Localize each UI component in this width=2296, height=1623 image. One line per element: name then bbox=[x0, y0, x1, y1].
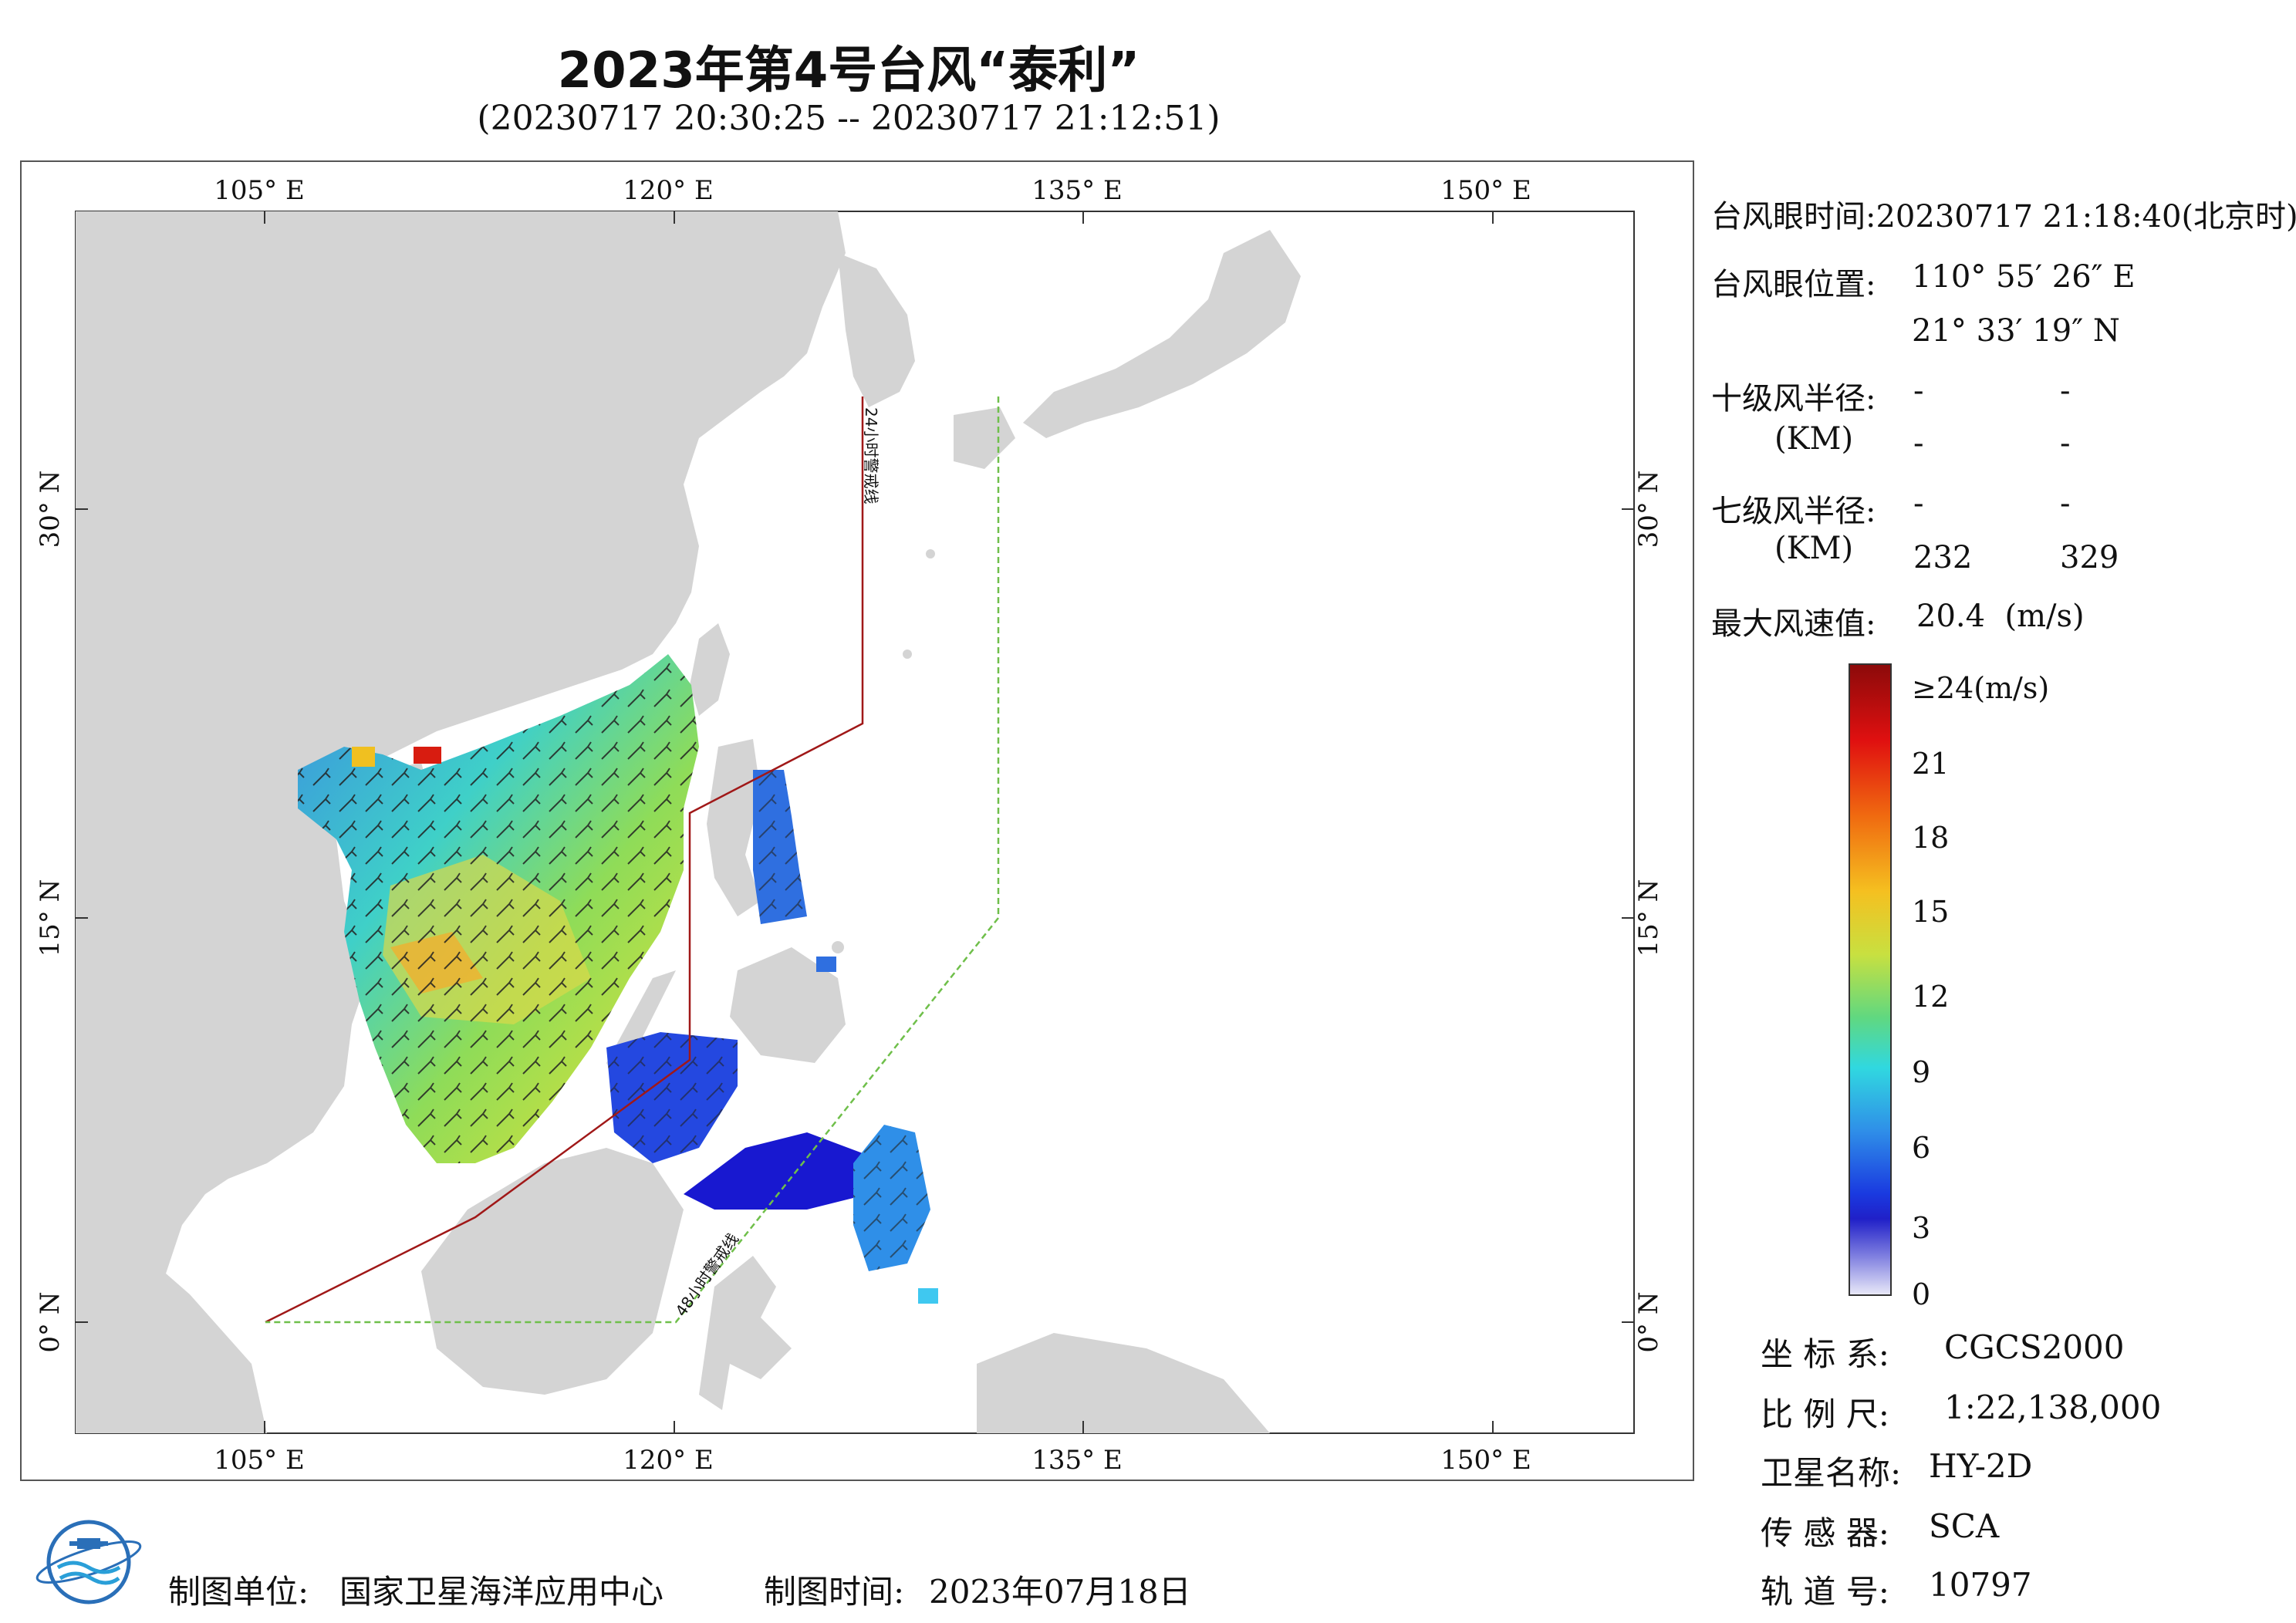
warning-line-24h bbox=[265, 396, 864, 1324]
colorbar-label: 3 bbox=[1912, 1211, 1931, 1245]
satellite-label: 卫星名称: bbox=[1761, 1454, 1902, 1492]
eye-position-label: 台风眼位置: bbox=[1711, 267, 1876, 302]
land-japan-kyushu bbox=[954, 407, 1015, 469]
max-wind-label: 最大风速值: bbox=[1711, 606, 1876, 642]
land-mainland bbox=[76, 211, 846, 1364]
land-sulawesi bbox=[699, 1256, 792, 1410]
lon-label-top: 135° E bbox=[1032, 175, 1123, 206]
colorbar bbox=[1849, 663, 1892, 1296]
scale-value: 1:22,138,000 bbox=[1944, 1388, 2162, 1426]
r10-value: - bbox=[1913, 426, 1924, 461]
lon-label-bottom: 120° E bbox=[623, 1445, 714, 1476]
lon-label-top: 120° E bbox=[623, 175, 714, 206]
eye-time: 台风眼时间:20230717 21:18:40(北京时) bbox=[1711, 191, 2296, 236]
sensor-label: 传 感 器: bbox=[1761, 1514, 1889, 1552]
r7-label: 七级风半径: bbox=[1711, 494, 1876, 529]
orbit-value: 10797 bbox=[1929, 1566, 2032, 1604]
satellite-value: HY-2D bbox=[1929, 1447, 2033, 1485]
max-wind: 最大风速值: bbox=[1711, 599, 1876, 643]
lon-label-top: 150° E bbox=[1440, 175, 1531, 206]
max-wind-value: 20.4 (m/s) bbox=[1916, 599, 2085, 634]
r7-value: - bbox=[1913, 486, 1924, 521]
eye-time-label: 台风眼时间: bbox=[1711, 199, 1876, 235]
make-time-value: 2023年07月18日 bbox=[929, 1573, 1191, 1611]
eye-longitude: 110° 55′ 26″ E bbox=[1912, 259, 2136, 295]
lon-label-top: 105° E bbox=[214, 175, 305, 206]
colorbar-label: 12 bbox=[1912, 980, 1950, 1014]
land-taiwan bbox=[690, 623, 730, 716]
colorbar-label: ≥24(m/s) bbox=[1912, 671, 2050, 705]
land-japan-honshu bbox=[1023, 230, 1301, 438]
wind-field-map: 24小时警戒线 48小时警戒线 105° E 120° E 135° E 150… bbox=[35, 175, 1664, 1476]
lat-label-left: 15° N bbox=[35, 879, 66, 957]
r10-value: - bbox=[2060, 426, 2071, 461]
lon-label-bottom: 135° E bbox=[1032, 1445, 1123, 1476]
max-wind-number: 20.4 bbox=[1916, 599, 1986, 634]
r7-value: 232 bbox=[1913, 540, 1973, 575]
lon-label-bottom: 150° E bbox=[1440, 1445, 1531, 1476]
eye-latitude: 21° 33′ 19″ N bbox=[1912, 313, 2120, 349]
map-time-range: (20230717 20:30:25 -- 20230717 21:12:51) bbox=[477, 99, 1221, 138]
land-sumatra bbox=[76, 1210, 267, 1433]
lat-label-left: 30° N bbox=[35, 471, 66, 548]
wind-field bbox=[298, 654, 938, 1304]
nsoas-logo-icon bbox=[35, 1520, 142, 1604]
maker-value: 国家卫星海洋应用中心 bbox=[339, 1573, 664, 1611]
wind-swath-south-2 bbox=[684, 1132, 869, 1210]
lon-label-bottom: 105° E bbox=[214, 1445, 305, 1476]
colorbar-label: 6 bbox=[1912, 1131, 1931, 1165]
land-korea bbox=[838, 253, 915, 407]
colorbar-label: 15 bbox=[1912, 895, 1950, 929]
map-frame bbox=[20, 160, 1694, 1481]
r7-value: 329 bbox=[2060, 540, 2119, 575]
r7-unit: (KM) bbox=[1774, 531, 1854, 566]
coord-system-value: CGCS2000 bbox=[1944, 1328, 2125, 1366]
lat-label-right: 30° N bbox=[1633, 471, 1664, 548]
colorbar-label: 9 bbox=[1912, 1055, 1931, 1089]
colorbar-label: 0 bbox=[1912, 1277, 1931, 1311]
lat-label-right: 15° N bbox=[1633, 879, 1664, 957]
r10-label: 十级风半径: bbox=[1711, 381, 1876, 417]
r10-unit: (KM) bbox=[1774, 421, 1854, 457]
wind-barbs-main bbox=[298, 654, 699, 1163]
lat-label-left: 0° N bbox=[35, 1291, 66, 1352]
r10-value: - bbox=[1913, 373, 1924, 409]
eye-time-value: 20230717 21:18:40(北京时) bbox=[1876, 199, 2296, 235]
warning-line-48h bbox=[265, 396, 1000, 1324]
make-time-label: 制图时间: bbox=[764, 1573, 905, 1611]
maker-label: 制图单位: bbox=[168, 1573, 309, 1611]
orbit-label: 轨 道 号: bbox=[1761, 1573, 1889, 1611]
lat-label-right: 0° N bbox=[1633, 1291, 1664, 1352]
land-mindanao bbox=[730, 947, 846, 1063]
r10-value: - bbox=[2060, 373, 2071, 409]
axis-ticks bbox=[76, 211, 1634, 1433]
coord-system-label: 坐 标 系: bbox=[1761, 1335, 1889, 1373]
max-wind-unit: (m/s) bbox=[2004, 599, 2085, 634]
max-wind-patch bbox=[414, 747, 441, 764]
r7-value: - bbox=[2060, 486, 2071, 521]
map-title: 2023年第4号台风“泰利” bbox=[557, 42, 1140, 100]
colorbar-label: 18 bbox=[1912, 821, 1950, 855]
land-new-guinea bbox=[977, 1333, 1270, 1433]
warning-line-24h-label: 24小时警戒线 bbox=[862, 407, 880, 504]
colorbar-label: 21 bbox=[1912, 747, 1950, 781]
sensor-value: SCA bbox=[1929, 1507, 2000, 1545]
scale-label: 比 例 尺: bbox=[1761, 1395, 1889, 1433]
